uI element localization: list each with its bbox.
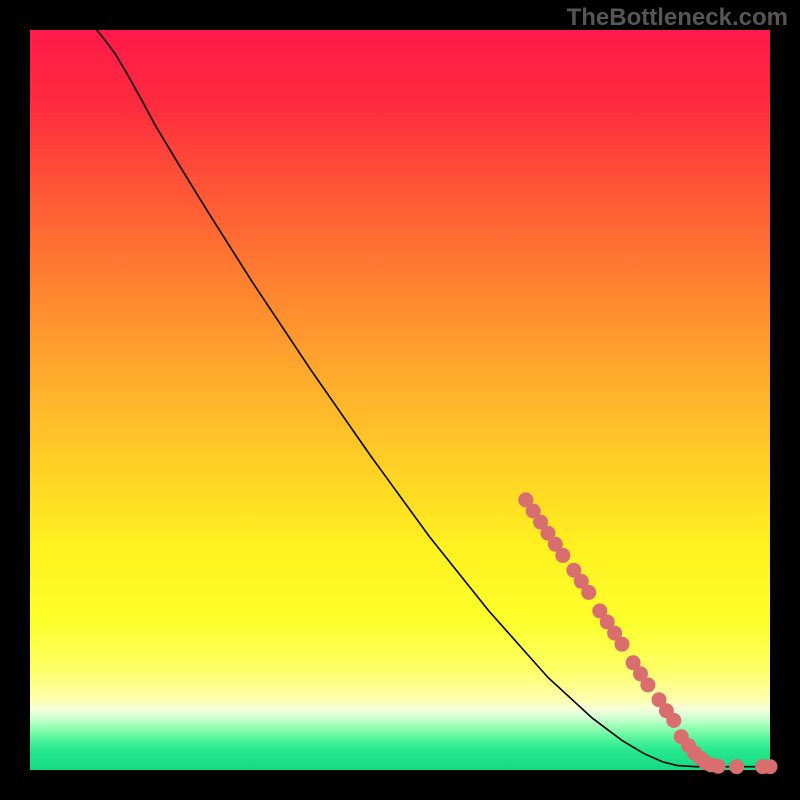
chart-canvas: { "watermark": { "text": "TheBottleneck.…: [0, 0, 800, 800]
data-marker: [555, 548, 570, 563]
data-marker: [763, 759, 778, 774]
data-marker: [581, 585, 596, 600]
data-marker: [640, 677, 655, 692]
bottleneck-chart: [0, 0, 800, 800]
chart-inner-area: [30, 30, 770, 770]
data-marker: [666, 713, 681, 728]
data-marker: [711, 759, 726, 774]
watermark-text: TheBottleneck.com: [567, 4, 788, 32]
data-marker: [615, 637, 630, 652]
data-marker: [729, 759, 744, 774]
